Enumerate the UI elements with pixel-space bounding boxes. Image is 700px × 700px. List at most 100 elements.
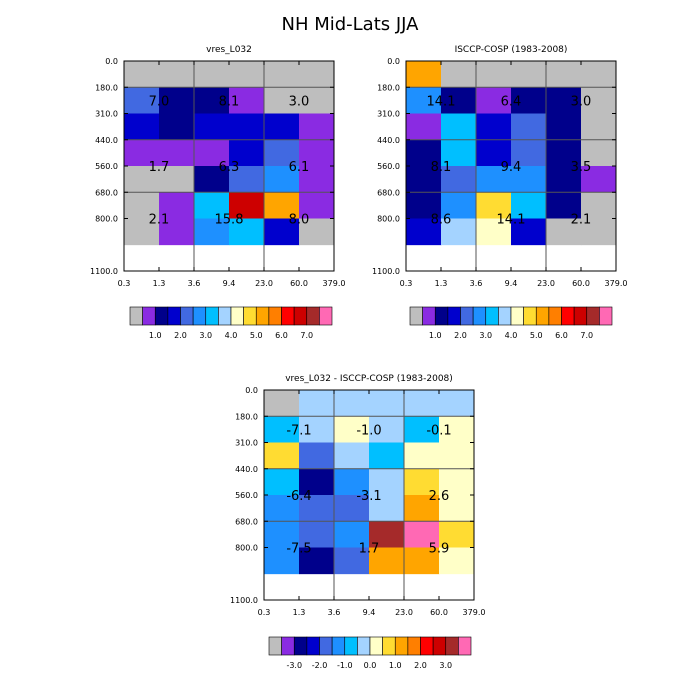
- data-label: -7.1: [286, 423, 311, 438]
- heatmap-cell: [439, 547, 475, 575]
- data-label: 15.8: [215, 213, 244, 228]
- data-label: 2.6: [429, 489, 450, 504]
- colorbar-tick-label: 3.0: [199, 331, 212, 340]
- heatmap-cell: [369, 468, 405, 496]
- y-tick-label: 440.0: [235, 465, 258, 474]
- x-tick-label: 60.0: [290, 279, 308, 288]
- y-tick-label: 560.0: [377, 162, 400, 171]
- y-tick-label: 560.0: [235, 491, 258, 500]
- data-label: 6.4: [501, 94, 522, 109]
- x-tick-label: 9.4: [363, 608, 376, 617]
- colorbar-tick-label: 6.0: [555, 331, 568, 340]
- colorbar-tick-label: 1.0: [429, 331, 442, 340]
- colorbar-swatch: [445, 636, 459, 656]
- colorbar-swatch: [129, 306, 143, 326]
- data-label: 1.7: [359, 542, 380, 557]
- colorbar-swatch: [344, 636, 358, 656]
- colorbar-swatch: [180, 306, 194, 326]
- colorbar-swatch: [573, 306, 588, 326]
- data-label: -3.1: [356, 489, 381, 504]
- colorbar-tick-label: 4.0: [225, 331, 238, 340]
- colorbar-tick-label: 4.0: [505, 331, 518, 340]
- colorbar-swatch: [409, 306, 423, 326]
- y-tick-label: 1100.0: [372, 267, 400, 276]
- colorbar-swatch: [243, 306, 257, 326]
- y-tick-label: 800.0: [235, 544, 258, 553]
- subplot-title: vres_L032: [206, 45, 252, 55]
- data-label: 8.1: [431, 160, 452, 175]
- heatmap-cell: [404, 442, 440, 470]
- data-label: 1.7: [149, 160, 170, 175]
- heatmap-cell: [546, 113, 582, 141]
- heatmap-cell: [264, 521, 300, 548]
- heatmap-cell: [581, 113, 617, 141]
- heatmap-cell: [264, 87, 300, 114]
- colorbar-swatch: [498, 306, 512, 326]
- heatmap-cell: [299, 495, 335, 522]
- heatmap-cell: [439, 468, 475, 496]
- heatmap-cell: [511, 192, 547, 219]
- y-tick-label: 440.0: [95, 136, 118, 145]
- heatmap-cell: [159, 87, 195, 114]
- heatmap-cell: [546, 192, 582, 219]
- y-tick-label: 180.0: [377, 83, 400, 92]
- x-tick-label: 23.0: [537, 279, 555, 288]
- x-tick-label: 379.0: [323, 279, 346, 288]
- data-label: 14.1: [427, 94, 456, 109]
- y-tick-label: 180.0: [235, 412, 258, 421]
- heatmap-cell: [124, 61, 160, 88]
- data-label: 8.0: [289, 213, 310, 228]
- colorbar-swatch: [510, 306, 524, 326]
- heatmap-cell: [511, 139, 547, 167]
- colorbar-swatch: [460, 306, 474, 326]
- data-label: 6.1: [289, 160, 310, 175]
- heatmap-cell: [406, 166, 442, 193]
- heatmap-cell: [124, 87, 160, 114]
- data-label: 2.1: [571, 213, 592, 228]
- colorbar-swatch: [268, 636, 282, 656]
- heatmap-cell: [159, 166, 195, 193]
- heatmap-cell: [476, 218, 512, 246]
- y-tick-label: 680.0: [235, 517, 258, 526]
- colorbar-swatch: [293, 636, 308, 656]
- colorbar-swatch: [154, 306, 169, 326]
- heatmap-cell: [159, 61, 195, 88]
- heatmap-cell: [334, 416, 370, 443]
- data-label: 2.1: [149, 213, 170, 228]
- heatmap-cell: [299, 416, 335, 443]
- figure-title: NH Mid-Lats JJA: [281, 14, 419, 35]
- data-label: 3.0: [289, 94, 310, 109]
- heatmap-cell: [581, 139, 617, 167]
- colorbar-swatch: [561, 306, 575, 326]
- heatmap-cell: [124, 192, 160, 219]
- heatmap-cell: [299, 87, 335, 114]
- y-tick-label: 800.0: [95, 215, 118, 224]
- heatmap-cell: [406, 139, 442, 167]
- heatmap-cell: [441, 166, 477, 193]
- x-tick-label: 1.3: [153, 279, 166, 288]
- heatmap-cell: [476, 166, 512, 193]
- data-label: 9.4: [501, 160, 522, 175]
- heatmap-cell: [404, 521, 440, 548]
- data-label: 3.5: [571, 160, 592, 175]
- heatmap-cell: [546, 166, 582, 193]
- colorbar-swatch: [255, 306, 270, 326]
- x-tick-label: 60.0: [572, 279, 590, 288]
- data-label: 5.9: [429, 542, 450, 557]
- heatmap-cell: [334, 442, 370, 470]
- data-label: -1.0: [356, 423, 381, 438]
- y-tick-label: 180.0: [95, 83, 118, 92]
- y-tick-label: 560.0: [95, 162, 118, 171]
- x-tick-label: 9.4: [505, 279, 518, 288]
- x-tick-label: 23.0: [395, 608, 413, 617]
- x-tick-label: 23.0: [255, 279, 273, 288]
- heatmap-cell: [299, 113, 335, 141]
- heatmap-cell: [264, 113, 300, 141]
- heatmap-cell: [546, 218, 582, 246]
- heatmap-cell: [476, 113, 512, 141]
- heatmap-cell: [546, 61, 582, 88]
- data-label: 7.0: [149, 94, 170, 109]
- heatmap-cell: [369, 547, 405, 575]
- y-tick-label: 0.0: [387, 57, 400, 66]
- x-tick-label: 3.6: [470, 279, 483, 288]
